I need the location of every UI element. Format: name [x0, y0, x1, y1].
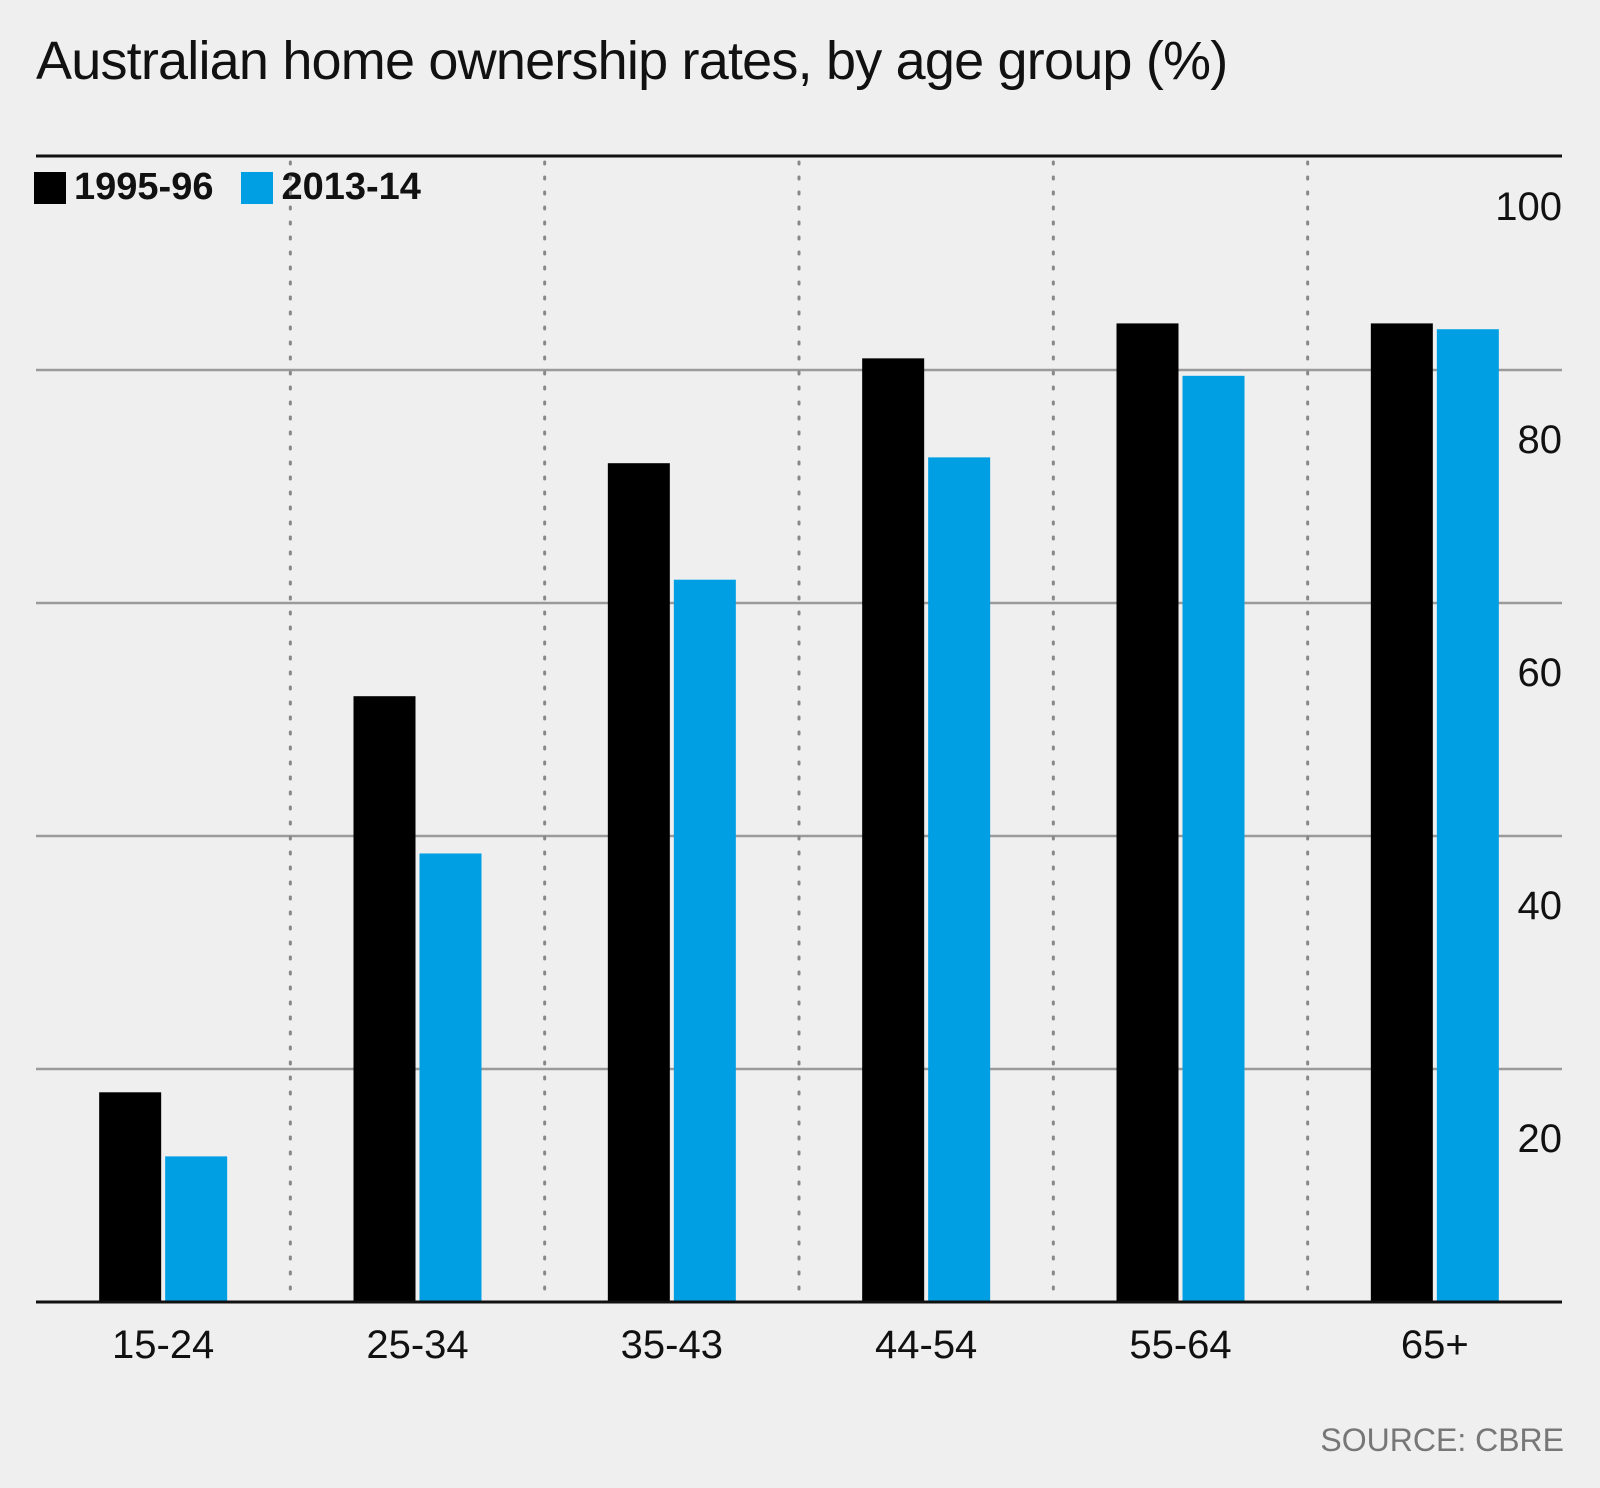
bar-2013-14-55-64	[1182, 375, 1245, 1302]
y-tick-label-80: 80	[1518, 418, 1563, 462]
bar-2013-14-25-34	[419, 853, 482, 1302]
bar-1995-96-25-34	[353, 696, 416, 1302]
legend-label-2013-14: 2013-14	[281, 166, 421, 208]
source-note: SOURCE: CBRE	[1320, 1422, 1564, 1458]
x-tick-label-15-24: 15-24	[112, 1323, 214, 1367]
x-tick-label-55-64: 55-64	[1129, 1323, 1231, 1367]
bar-1995-96-15-24	[99, 1092, 162, 1302]
legend-item-2013-14: 2013-14	[241, 166, 421, 209]
bar-1995-96-55-64	[1116, 323, 1179, 1302]
legend: 1995-96 2013-14	[34, 166, 449, 209]
bar-1995-96-65+	[1370, 323, 1433, 1302]
bar-2013-14-15-24	[165, 1156, 228, 1302]
y-tick-label-20: 20	[1518, 1117, 1563, 1161]
bar-1995-96-44-54	[862, 358, 925, 1303]
x-tick-label-44-54: 44-54	[875, 1323, 977, 1367]
y-tick-label-40: 40	[1518, 884, 1563, 928]
chart-title: Australian home ownership rates, by age …	[36, 31, 1228, 91]
bar-2013-14-35-43	[673, 579, 736, 1302]
legend-item-1995-96: 1995-96	[34, 166, 213, 209]
bar-2013-14-65+	[1436, 329, 1499, 1303]
x-tick-label-35-43: 35-43	[621, 1323, 723, 1367]
y-tick-label-60: 60	[1518, 651, 1563, 695]
x-tick-label-65+: 65+	[1401, 1323, 1469, 1367]
x-tick-label-25-34: 25-34	[366, 1323, 468, 1367]
legend-label-1995-96: 1995-96	[74, 166, 214, 208]
y-tick-label-100: 100	[1495, 185, 1562, 229]
legend-swatch-1995-96	[34, 171, 66, 204]
bar-2013-14-44-54	[928, 457, 991, 1302]
legend-swatch-2013-14	[241, 171, 274, 204]
bar-1995-96-35-43	[607, 463, 670, 1302]
